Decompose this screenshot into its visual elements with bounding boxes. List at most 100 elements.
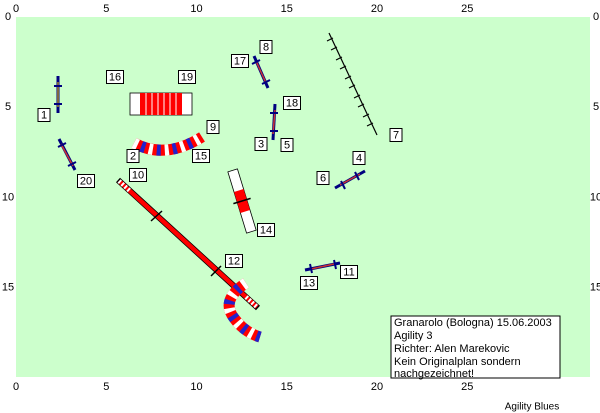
obstacle-label: 9 <box>210 121 216 133</box>
info-line: Richter: Alen Marekovic <box>394 343 510 355</box>
y-tick-label: 5 <box>593 101 599 113</box>
label-box <box>316 171 330 185</box>
label-box <box>178 70 196 84</box>
label-box <box>259 40 273 54</box>
obstacle-number: 18 <box>283 96 301 110</box>
label-box <box>283 96 301 110</box>
obstacle-number: 20 <box>77 174 95 188</box>
x-tick-label: 20 <box>371 381 383 393</box>
info-line: Agility 3 <box>394 330 433 342</box>
x-tick-label: 5 <box>103 3 109 15</box>
x-tick-label: 15 <box>281 381 293 393</box>
label-box <box>206 120 220 134</box>
y-tick-label: 10 <box>2 191 14 203</box>
x-tick-label: 25 <box>461 381 473 393</box>
x-tick-label: 0 <box>13 381 19 393</box>
a-frame <box>227 168 257 234</box>
obstacle-label: 18 <box>286 97 298 109</box>
obstacle-number: 12 <box>225 254 243 268</box>
x-tick-label: 10 <box>190 381 202 393</box>
info-line: Kein Originalplan sondern <box>394 356 521 368</box>
obstacle-label: 5 <box>284 139 290 151</box>
x-tick-label: 20 <box>371 3 383 15</box>
x-tick-label: 5 <box>103 381 109 393</box>
obstacle-number: 11 <box>340 265 358 279</box>
obstacle-label: 14 <box>260 224 272 236</box>
obstacle-label: 15 <box>195 150 207 162</box>
obstacles <box>54 32 378 343</box>
x-tick-label: 0 <box>13 3 19 15</box>
obstacle-label: 10 <box>132 169 144 181</box>
y-tick-label: 15 <box>590 282 600 294</box>
label-box <box>340 265 358 279</box>
obstacle-number: 16 <box>106 70 124 84</box>
jump <box>57 138 77 171</box>
label-box <box>389 128 403 142</box>
obstacle-label: 13 <box>303 277 315 289</box>
obstacle-label: 16 <box>109 71 121 83</box>
obstacle-label: 6 <box>320 172 326 184</box>
obstacle-number: 2 <box>126 149 140 163</box>
obstacle-label: 20 <box>80 175 92 187</box>
label-box <box>300 276 318 290</box>
y-tick-label: 5 <box>5 101 11 113</box>
info-box: Granarolo (Bologna) 15.06.2003 Agility 3… <box>390 315 561 380</box>
info-line: nachgezeichnet! <box>394 368 474 380</box>
obstacle-label: 11 <box>343 266 354 278</box>
obstacle-number: 19 <box>178 70 196 84</box>
label-box <box>106 70 124 84</box>
obstacle-number: 13 <box>300 276 318 290</box>
obstacle-label: 3 <box>258 138 264 150</box>
obstacle-number: 14 <box>257 223 275 237</box>
obstacle-label: 12 <box>228 255 240 267</box>
label-box <box>254 137 268 151</box>
y-tick-label: 15 <box>2 282 14 294</box>
y-tick-label: 0 <box>5 11 11 23</box>
obstacle-number: 17 <box>231 54 249 68</box>
jump <box>54 76 62 113</box>
x-tick-label: 25 <box>461 3 473 15</box>
label-box <box>77 174 95 188</box>
jump <box>334 169 366 190</box>
footer: Agility Blues <box>505 402 559 413</box>
obstacle-label: 1 <box>41 109 47 121</box>
tunnel <box>129 92 193 116</box>
jump <box>270 103 278 141</box>
info-line: Granarolo (Bologna) 15.06.2003 <box>394 317 552 329</box>
label-box <box>129 168 147 182</box>
weave-poles <box>326 32 378 136</box>
obstacle-number: 15 <box>192 149 210 163</box>
label-box <box>225 254 243 268</box>
obstacle-number: 7 <box>389 128 403 142</box>
label-box <box>231 54 249 68</box>
obstacle-number: 1 <box>37 108 51 122</box>
y-tick-label: 0 <box>593 11 599 23</box>
obstacle-label: 8 <box>263 41 269 53</box>
x-tick-label: 15 <box>281 3 293 15</box>
obstacle-label: 2 <box>130 150 136 162</box>
obstacle-label: 4 <box>356 152 362 164</box>
label-box <box>352 151 366 165</box>
jump <box>251 55 271 89</box>
obstacle-number: 3 <box>254 137 268 151</box>
tunnel <box>131 132 205 156</box>
label-box <box>37 108 51 122</box>
y-tick-label: 10 <box>590 191 600 203</box>
obstacle-number: 6 <box>316 171 330 185</box>
label-box <box>280 138 294 152</box>
obstacle-number: 9 <box>206 120 220 134</box>
obstacle-number: 5 <box>280 138 294 152</box>
obstacle-label: 17 <box>234 55 246 67</box>
obstacle-number: 8 <box>259 40 273 54</box>
x-tick-label: 10 <box>190 3 202 15</box>
obstacle-number: 10 <box>129 168 147 182</box>
jump <box>304 259 341 274</box>
obstacle-number: 4 <box>352 151 366 165</box>
tunnel <box>223 278 262 343</box>
label-box <box>192 149 210 163</box>
label-box <box>126 149 140 163</box>
obstacle-label: 7 <box>393 129 399 141</box>
label-box <box>257 223 275 237</box>
obstacle-label: 19 <box>181 71 193 83</box>
